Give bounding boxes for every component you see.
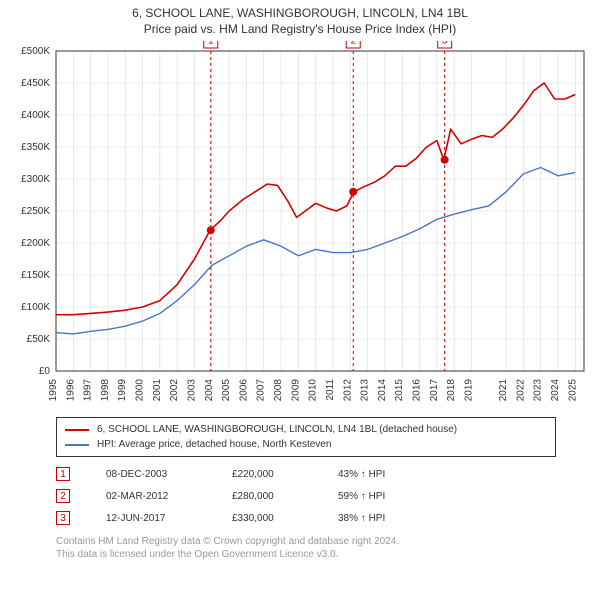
x-tick-label: 2019 (463, 379, 474, 402)
legend-label: 6, SCHOOL LANE, WASHINGBOROUGH, LINCOLN,… (97, 422, 457, 437)
x-tick-label: 2005 (221, 379, 232, 402)
footer-line-1: Contains HM Land Registry data © Crown c… (56, 535, 590, 548)
sale-date: 12-JUN-2017 (106, 513, 196, 524)
sale-date: 02-MAR-2012 (106, 491, 196, 502)
y-tick-label: £500K (21, 46, 50, 57)
footer: Contains HM Land Registry data © Crown c… (56, 535, 590, 561)
legend-label: HPI: Average price, detached house, Nort… (97, 437, 331, 452)
sale-marker: 3 (56, 511, 70, 525)
y-tick-label: £50K (27, 334, 51, 345)
x-tick-label: 2016 (412, 379, 423, 402)
y-tick-label: £250K (21, 206, 50, 217)
x-tick-label: 2011 (325, 379, 336, 401)
legend-row: HPI: Average price, detached house, Nort… (65, 437, 547, 452)
sale-marker-num: 3 (442, 41, 448, 47)
x-tick-label: 2012 (342, 379, 353, 402)
sale-price: £330,000 (232, 513, 302, 524)
x-tick-label: 2015 (394, 379, 405, 402)
x-tick-label: 2024 (550, 379, 561, 402)
y-tick-label: £400K (21, 110, 50, 121)
y-tick-label: £100K (21, 302, 50, 313)
legend: 6, SCHOOL LANE, WASHINGBOROUGH, LINCOLN,… (56, 417, 556, 457)
chart-container: 6, SCHOOL LANE, WASHINGBOROUGH, LINCOLN,… (0, 0, 600, 590)
x-tick-label: 1997 (83, 379, 94, 402)
sale-pct: 59% ↑ HPI (338, 491, 428, 502)
sale-marker: 2 (56, 489, 70, 503)
y-tick-label: £300K (21, 174, 50, 185)
sale-row: 1 08-DEC-2003 £220,000 43% ↑ HPI (56, 463, 590, 485)
sale-price: £280,000 (232, 491, 302, 502)
sale-price: £220,000 (232, 469, 302, 480)
x-tick-label: 2014 (377, 379, 388, 402)
x-tick-label: 2021 (498, 379, 509, 402)
y-tick-label: £150K (21, 270, 50, 281)
x-tick-label: 2003 (186, 379, 197, 402)
sale-row: 2 02-MAR-2012 £280,000 59% ↑ HPI (56, 485, 590, 507)
sale-pct: 43% ↑ HPI (338, 469, 428, 480)
y-tick-label: £350K (21, 142, 50, 153)
x-tick-label: 2002 (169, 379, 180, 402)
x-tick-label: 1999 (117, 379, 128, 402)
y-tick-label: £0 (39, 366, 51, 377)
sale-marker: 1 (56, 467, 70, 481)
x-tick-label: 2022 (515, 379, 526, 402)
x-tick-label: 2013 (360, 379, 371, 402)
x-tick-label: 2023 (533, 379, 544, 402)
x-tick-label: 1998 (100, 379, 111, 402)
legend-swatch (65, 429, 89, 431)
x-tick-label: 2017 (429, 379, 440, 402)
x-tick-label: 2007 (256, 379, 267, 402)
title-address: 6, SCHOOL LANE, WASHINGBOROUGH, LINCOLN,… (10, 6, 590, 22)
sale-dot (207, 226, 215, 234)
x-tick-label: 1995 (48, 379, 59, 402)
x-tick-label: 2010 (308, 379, 319, 402)
chart-area: £0 £50K £100K £150K £200K £250K £300K £350K £400… (10, 41, 590, 411)
x-tick-label: 2008 (273, 379, 284, 402)
legend-row: 6, SCHOOL LANE, WASHINGBOROUGH, LINCOLN,… (65, 422, 547, 437)
x-tick-label: 2000 (135, 379, 146, 402)
title-subtitle: Price paid vs. HM Land Registry's House … (10, 22, 590, 38)
x-tick-label: 2009 (290, 379, 301, 402)
x-tick-label: 2004 (204, 379, 215, 402)
x-tick-label: 1996 (65, 379, 76, 402)
sale-marker-num: 2 (350, 41, 356, 47)
sale-dot (349, 188, 357, 196)
sales-table: 1 08-DEC-2003 £220,000 43% ↑ HPI 2 02-MAR-201… (56, 463, 590, 529)
title-block: 6, SCHOOL LANE, WASHINGBOROUGH, LINCOLN,… (10, 6, 590, 37)
legend-swatch (65, 444, 89, 446)
footer-line-2: This data is licensed under the Open Gov… (56, 548, 590, 561)
y-tick-label: £450K (21, 78, 50, 89)
sale-date: 08-DEC-2003 (106, 469, 196, 480)
x-tick-label: 2001 (152, 379, 163, 402)
line-chart-svg: £0 £50K £100K £150K £200K £250K £300K £350K £400… (10, 41, 590, 411)
x-tick-label: 2006 (238, 379, 249, 402)
sale-dot (441, 156, 449, 164)
x-tick-label: 2018 (446, 379, 457, 402)
x-tick-label: 2025 (567, 379, 578, 402)
sale-row: 3 12-JUN-2017 £330,000 38% ↑ HPI (56, 507, 590, 529)
y-tick-label: £200K (21, 238, 50, 249)
sale-pct: 38% ↑ HPI (338, 513, 428, 524)
sale-marker-num: 1 (208, 41, 214, 47)
